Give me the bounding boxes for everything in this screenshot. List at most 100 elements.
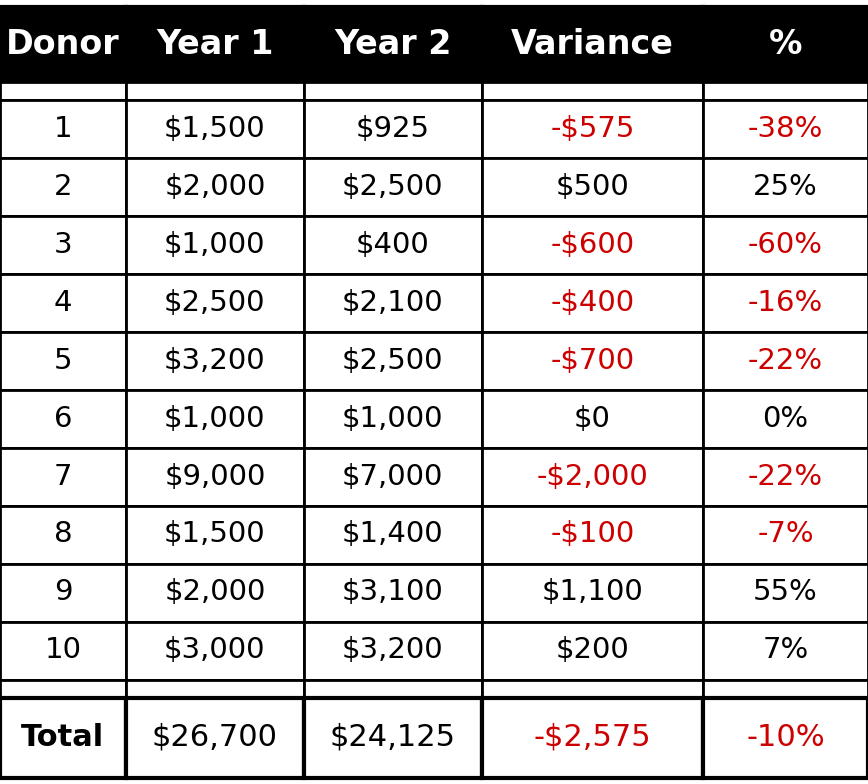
Bar — [304, 506, 482, 564]
Bar — [482, 158, 703, 216]
Bar — [482, 698, 703, 778]
Bar — [126, 622, 304, 680]
Text: -$2,000: -$2,000 — [536, 463, 648, 491]
Text: $1,000: $1,000 — [164, 230, 266, 259]
Bar — [0, 100, 126, 158]
Bar — [0, 6, 126, 82]
Text: 7%: 7% — [762, 637, 809, 665]
Text: Year 2: Year 2 — [334, 27, 451, 60]
Bar — [0, 390, 126, 448]
Text: $2,000: $2,000 — [164, 579, 266, 607]
Text: -$700: -$700 — [550, 347, 635, 375]
Text: -$575: -$575 — [550, 114, 635, 143]
Text: $7,000: $7,000 — [342, 463, 444, 491]
Text: $3,200: $3,200 — [164, 347, 266, 375]
Bar — [703, 390, 868, 448]
Bar — [126, 332, 304, 390]
Bar — [126, 158, 304, 216]
Text: 4: 4 — [54, 289, 72, 317]
Bar — [304, 698, 482, 778]
Text: $9,000: $9,000 — [164, 463, 266, 491]
Bar — [126, 506, 304, 564]
Text: -$600: -$600 — [550, 230, 635, 259]
Text: $1,000: $1,000 — [342, 405, 444, 433]
Bar — [482, 100, 703, 158]
Bar — [703, 506, 868, 564]
Bar — [126, 6, 304, 82]
Bar — [0, 332, 126, 390]
Text: 0%: 0% — [762, 405, 809, 433]
Text: 3: 3 — [54, 230, 72, 259]
Text: $1,500: $1,500 — [164, 114, 266, 143]
Bar — [482, 274, 703, 332]
Bar — [304, 390, 482, 448]
Bar — [0, 506, 126, 564]
Bar — [304, 448, 482, 506]
Text: 55%: 55% — [753, 579, 818, 607]
Text: -16%: -16% — [748, 289, 823, 317]
Bar — [482, 6, 703, 82]
Bar — [703, 564, 868, 622]
Bar — [482, 448, 703, 506]
Bar — [703, 274, 868, 332]
Text: -7%: -7% — [757, 521, 814, 549]
Text: -38%: -38% — [748, 114, 823, 143]
Bar — [482, 564, 703, 622]
Bar — [0, 564, 126, 622]
Text: $1,100: $1,100 — [542, 579, 643, 607]
Text: $400: $400 — [356, 230, 430, 259]
Bar — [126, 448, 304, 506]
Text: %: % — [769, 27, 802, 60]
Bar — [482, 82, 703, 100]
Text: Donor: Donor — [6, 27, 120, 60]
Bar — [482, 332, 703, 390]
Bar — [126, 564, 304, 622]
Bar — [703, 82, 868, 100]
Text: $1,000: $1,000 — [164, 405, 266, 433]
Text: $2,500: $2,500 — [164, 289, 266, 317]
Text: $2,500: $2,500 — [342, 172, 444, 201]
Bar — [304, 622, 482, 680]
Text: $1,500: $1,500 — [164, 521, 266, 549]
Text: $3,000: $3,000 — [164, 637, 266, 665]
Bar — [304, 82, 482, 100]
Text: 7: 7 — [54, 463, 72, 491]
Text: -22%: -22% — [748, 463, 823, 491]
Bar — [703, 216, 868, 274]
Bar — [703, 448, 868, 506]
Bar — [304, 100, 482, 158]
Bar — [0, 274, 126, 332]
Text: 6: 6 — [54, 405, 72, 433]
Bar — [703, 680, 868, 698]
Bar — [703, 100, 868, 158]
Text: -$100: -$100 — [550, 521, 635, 549]
Text: $3,100: $3,100 — [342, 579, 444, 607]
Text: $2,000: $2,000 — [164, 172, 266, 201]
Bar — [304, 216, 482, 274]
Bar — [126, 216, 304, 274]
Text: 2: 2 — [54, 172, 72, 201]
Text: -60%: -60% — [748, 230, 823, 259]
Text: Year 1: Year 1 — [156, 27, 273, 60]
Text: $26,700: $26,700 — [152, 723, 278, 752]
Text: -$2,575: -$2,575 — [534, 723, 651, 752]
Text: 1: 1 — [54, 114, 72, 143]
Bar — [126, 82, 304, 100]
Text: $2,100: $2,100 — [342, 289, 444, 317]
Text: $2,500: $2,500 — [342, 347, 444, 375]
Bar — [703, 698, 868, 778]
Bar — [126, 100, 304, 158]
Bar — [0, 158, 126, 216]
Text: $500: $500 — [556, 172, 629, 201]
Bar — [126, 274, 304, 332]
Bar — [703, 622, 868, 680]
Bar — [0, 216, 126, 274]
Text: 10: 10 — [44, 637, 82, 665]
Bar — [482, 390, 703, 448]
Text: $0: $0 — [574, 405, 611, 433]
Text: Variance: Variance — [511, 27, 674, 60]
Bar — [703, 158, 868, 216]
Bar — [126, 698, 304, 778]
Text: -22%: -22% — [748, 347, 823, 375]
Text: $24,125: $24,125 — [330, 723, 456, 752]
